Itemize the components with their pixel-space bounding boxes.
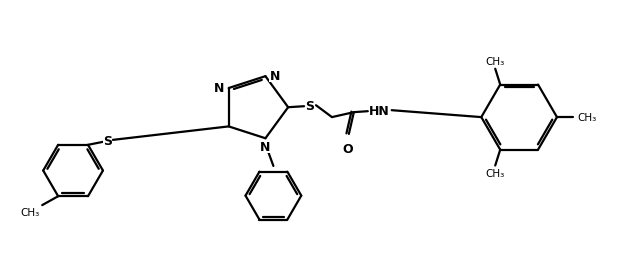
Text: S: S bbox=[305, 99, 314, 112]
Text: O: O bbox=[342, 142, 353, 155]
Text: CH₃: CH₃ bbox=[486, 57, 505, 67]
Text: CH₃: CH₃ bbox=[20, 207, 39, 217]
Text: N: N bbox=[260, 141, 271, 154]
Text: CH₃: CH₃ bbox=[577, 113, 596, 123]
Text: N: N bbox=[269, 69, 280, 82]
Text: CH₃: CH₃ bbox=[486, 169, 505, 179]
Text: HN: HN bbox=[369, 104, 390, 117]
Text: N: N bbox=[214, 81, 225, 94]
Text: S: S bbox=[104, 135, 113, 148]
